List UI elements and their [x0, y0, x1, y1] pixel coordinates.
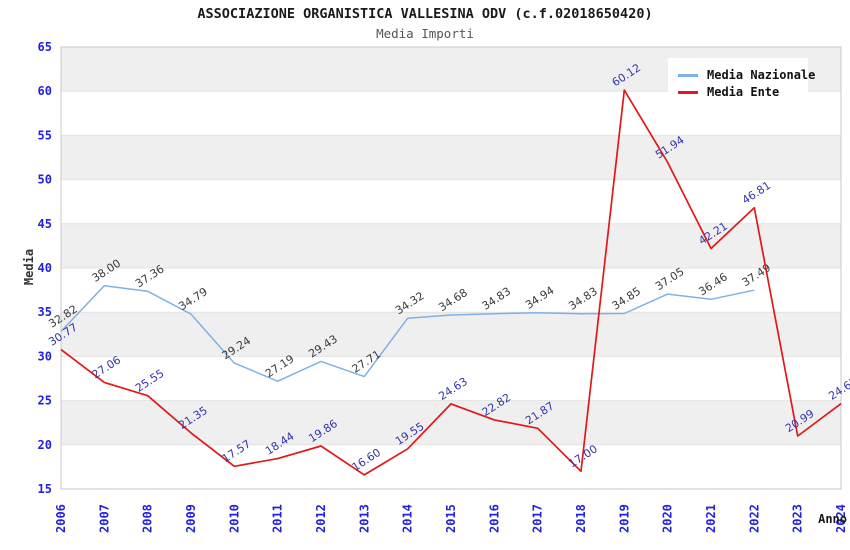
- x-tick-label: 2019: [617, 504, 631, 533]
- media-nazionale-line-swatch-icon: [678, 73, 698, 77]
- plot-band: [61, 135, 841, 180]
- y-tick-label: 25: [38, 394, 52, 408]
- x-tick-label: 2012: [314, 504, 328, 533]
- x-tick-label: 2014: [401, 504, 415, 533]
- x-tick-label: 2006: [54, 504, 68, 533]
- x-tick-label: 2008: [141, 504, 155, 533]
- legend-item-media-ente: Media Ente: [678, 85, 800, 99]
- y-tick-label: 55: [38, 128, 52, 142]
- x-tick-label: 2013: [357, 504, 371, 533]
- y-tick-label: 15: [38, 482, 52, 496]
- data-label-media-nazionale: 34.68: [436, 286, 469, 314]
- x-tick-label: 2018: [574, 504, 588, 533]
- data-label-media-nazionale: 36.46: [696, 270, 729, 298]
- legend-label-media-nazionale: Media Nazionale: [707, 68, 816, 82]
- data-label-media-nazionale: 34.83: [480, 285, 513, 313]
- x-tick-label: 2015: [444, 504, 458, 533]
- data-label-media-nazionale: 34.83: [566, 285, 599, 313]
- data-label-media-ente: 25.55: [133, 367, 166, 395]
- x-tick-label: 2009: [184, 504, 198, 533]
- legend: Media Nazionale Media Ente: [668, 58, 815, 109]
- plot-band: [61, 223, 841, 268]
- x-tick-label: 2024: [834, 504, 848, 533]
- plot-band: [61, 400, 841, 445]
- data-label-media-nazionale: 34.79: [176, 285, 209, 313]
- y-tick-label: 20: [38, 438, 52, 452]
- series-line-media-nazionale: [60, 284, 755, 382]
- x-tick-label: 2011: [271, 504, 285, 533]
- media-ente-line-swatch-icon: [678, 90, 698, 94]
- plot-border: [60, 46, 842, 490]
- x-tick-label: 2016: [487, 504, 501, 533]
- y-tick-label: 40: [38, 261, 52, 275]
- x-axis-title: Anno: [818, 512, 847, 526]
- y-axis-title: Media: [22, 248, 36, 286]
- data-label-media-nazionale: 34.85: [610, 285, 643, 313]
- y-tick-label: 50: [38, 173, 52, 187]
- legend-item-media-nazionale: Media Nazionale: [678, 68, 815, 82]
- chart-subtitle: Media Importi: [376, 26, 474, 41]
- data-label-media-ente: 24.65: [826, 375, 850, 403]
- x-tick-label: 2021: [704, 504, 718, 533]
- y-tick-label: 60: [38, 84, 52, 98]
- x-tick-label: 2022: [747, 504, 761, 533]
- legend-label-media-ente: Media Ente: [707, 85, 780, 99]
- y-tick-label: 30: [38, 349, 52, 363]
- y-tick-label: 65: [38, 40, 52, 54]
- data-label-media-ente: 24.63: [436, 375, 469, 403]
- data-label-media-nazionale: 34.94: [523, 284, 556, 312]
- x-tick-label: 2023: [791, 504, 805, 533]
- data-label-media-ente: 16.60: [350, 446, 383, 474]
- plot-band: [61, 312, 841, 357]
- chart-title: ASSOCIAZIONE ORGANISTICA VALLESINA ODV (…: [197, 6, 653, 22]
- x-tick-label: 2010: [227, 504, 241, 533]
- x-tick-label: 2007: [97, 504, 111, 533]
- x-tick-label: 2020: [661, 504, 675, 533]
- data-label-media-nazionale: 37.05: [653, 265, 686, 293]
- x-tick-label: 2017: [531, 504, 545, 533]
- y-tick-label: 35: [38, 305, 52, 319]
- series-line-media-ente: [60, 89, 842, 476]
- data-label-media-ente: 27.06: [90, 353, 123, 381]
- data-label-media-ente: 46.81: [740, 179, 773, 207]
- y-tick-label: 45: [38, 217, 52, 231]
